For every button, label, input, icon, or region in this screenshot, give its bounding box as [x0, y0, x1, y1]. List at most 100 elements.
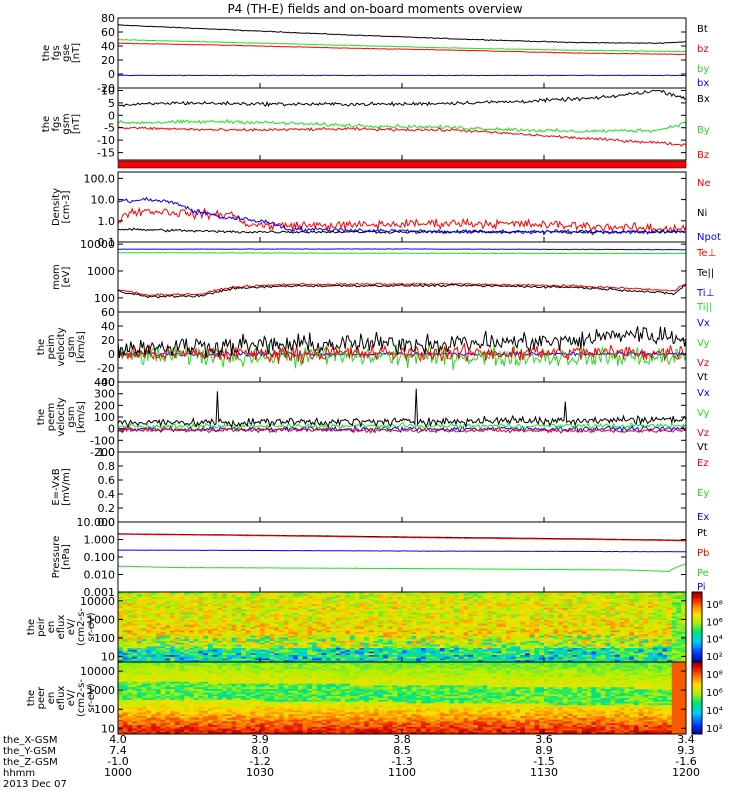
- spectrogram-cell: [288, 658, 294, 661]
- spectrogram-cell: [671, 623, 678, 626]
- spectrogram-cell: [463, 623, 469, 626]
- spectrogram-cell: [420, 607, 427, 610]
- spectrogram-cell: [567, 623, 573, 626]
- spectrogram-cell: [487, 618, 493, 621]
- spectrogram-cell: [496, 593, 502, 596]
- spectrogram-cell: [605, 595, 611, 598]
- spectrogram-cell: [231, 623, 237, 626]
- spectrogram-cell: [302, 609, 308, 612]
- spectrogram-cell: [638, 658, 644, 661]
- spectrogram-cell: [577, 602, 583, 605]
- spectrogram-cell: [520, 656, 526, 659]
- spectrogram-cell: [671, 635, 678, 638]
- spectrogram-cell: [406, 621, 412, 624]
- spectrogram-cell: [236, 644, 242, 647]
- spectrogram-cell: [463, 658, 469, 661]
- spectrogram-cell: [368, 655, 375, 658]
- spectrogram-cell: [624, 618, 630, 621]
- spectrogram-cell: [316, 628, 323, 631]
- spectrogram-cell: [496, 655, 502, 658]
- spectrogram-cell: [397, 625, 403, 628]
- spectrogram-cell: [439, 597, 446, 600]
- spectrogram-cell: [411, 627, 417, 630]
- spectrogram-cell: [624, 613, 630, 616]
- spectrogram-cell: [525, 609, 531, 612]
- spectrogram-cell: [250, 623, 256, 626]
- spectrogram-cell: [122, 611, 128, 614]
- spectrogram-cell: [141, 642, 147, 645]
- spectrogram-cell: [368, 604, 375, 607]
- spectrogram-cell: [624, 595, 630, 598]
- spectrogram-cell: [572, 648, 578, 651]
- spectrogram-cell: [288, 593, 294, 596]
- spectrogram-cell: [667, 616, 673, 619]
- spectrogram-cell: [657, 630, 663, 633]
- spectrogram-cell: [260, 592, 266, 595]
- spectrogram-cell: [326, 649, 332, 652]
- spectrogram-cell: [529, 625, 536, 628]
- spectrogram-cell: [132, 644, 138, 647]
- spectrogram-cell: [179, 600, 185, 603]
- spectrogram-cell: [236, 649, 242, 652]
- spectrogram-cell: [136, 651, 143, 654]
- spectrogram-cell: [203, 604, 209, 607]
- y-axis-label: mom [eV]: [51, 264, 72, 290]
- spectrogram-cell: [136, 600, 143, 603]
- spectrogram-cell: [652, 644, 659, 647]
- spectrogram-cell: [340, 613, 346, 616]
- spectrogram-cell: [591, 614, 597, 617]
- spectrogram-cell: [359, 611, 365, 614]
- spectrogram-cell: [236, 655, 242, 658]
- spectrogram-cell: [118, 632, 124, 635]
- spectrogram-cell: [539, 621, 545, 624]
- spectrogram-cell: [473, 632, 479, 635]
- spectrogram-cell: [335, 621, 341, 624]
- spectrogram-cell: [255, 593, 261, 596]
- spectrogram-cell: [260, 653, 266, 656]
- spectrogram-cell: [245, 621, 252, 624]
- spectrogram-cell: [288, 597, 294, 600]
- spectrogram-cell: [359, 613, 365, 616]
- spectrogram-cell: [397, 635, 403, 638]
- spectrogram-cell: [151, 620, 157, 623]
- spectrogram-cell: [619, 632, 625, 635]
- spectrogram-cell: [534, 641, 540, 644]
- spectrogram-cell: [207, 627, 214, 630]
- spectrogram-cell: [482, 649, 488, 652]
- spectrogram-cell: [520, 648, 526, 651]
- spectrogram-cell: [165, 630, 171, 633]
- spectrogram-cell: [420, 639, 427, 642]
- spectrogram-cell: [544, 635, 550, 638]
- spectrogram-cell: [335, 606, 341, 609]
- spectrogram-cell: [496, 660, 502, 663]
- spectrogram-cell: [335, 658, 341, 661]
- spectrogram-cell: [473, 621, 479, 624]
- spectrogram-cell: [520, 599, 526, 602]
- spectrogram-cell: [477, 628, 483, 631]
- spectrogram-cell: [383, 592, 389, 595]
- spectrogram-cell: [491, 599, 498, 602]
- spectrogram-cell: [444, 599, 450, 602]
- spectrogram-cell: [525, 621, 531, 624]
- spectrogram-cell: [226, 655, 233, 658]
- spectrogram-cell: [283, 639, 289, 642]
- spectrogram-cell: [648, 639, 654, 642]
- spectrogram-cell: [335, 646, 341, 649]
- spectrogram-cell: [392, 646, 398, 649]
- spectrogram-cell: [449, 607, 455, 610]
- spectrogram-cell: [534, 616, 540, 619]
- spectrogram-cell: [170, 646, 176, 649]
- spectrogram-cell: [349, 614, 356, 617]
- spectrogram-cell: [439, 648, 446, 651]
- spectrogram-cell: [430, 620, 436, 623]
- spectrogram-cell: [222, 604, 228, 607]
- spectrogram-cell: [454, 592, 460, 595]
- spectrogram-cell: [525, 660, 531, 663]
- spectrogram-cell: [591, 604, 597, 607]
- spectrogram-cell: [373, 602, 379, 605]
- spectrogram-cell: [349, 641, 356, 644]
- spectrogram-cell: [378, 639, 384, 642]
- spectrogram-cell: [458, 658, 465, 661]
- spectrogram-cell: [278, 621, 285, 624]
- spectrogram-cell: [160, 651, 166, 654]
